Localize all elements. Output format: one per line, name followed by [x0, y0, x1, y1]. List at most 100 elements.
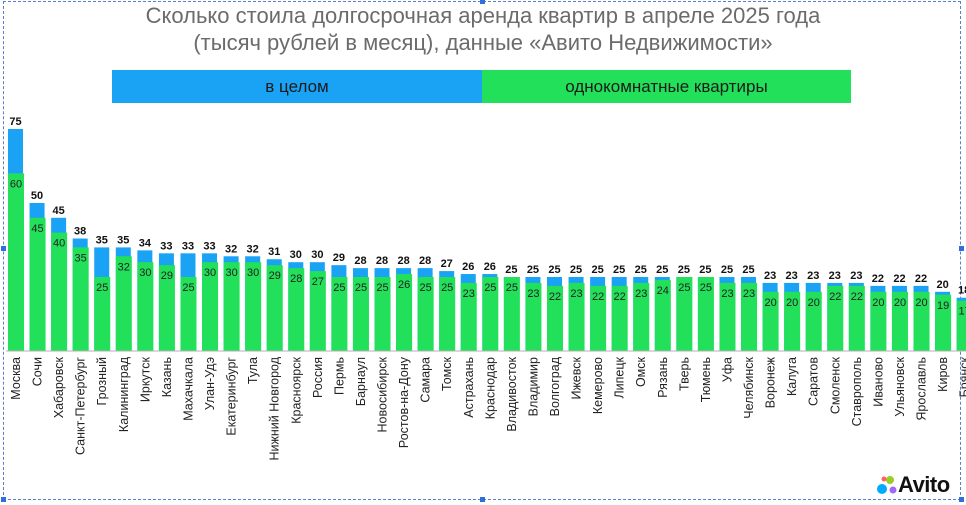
tick-label-иваново: Иваново — [871, 357, 885, 407]
value-label-one-room-калуга: 20 — [786, 297, 798, 309]
avito-dots-icon — [877, 476, 897, 494]
value-label-one-room-санкт-петербург: 35 — [75, 252, 87, 264]
tick-label-владивосток: Владивосток — [505, 356, 519, 431]
bar-one-room-пермь — [331, 277, 348, 351]
bar-one-room-рязань — [654, 279, 671, 351]
bar-one-room-махачкала — [180, 277, 197, 351]
tick-label-ставрополь: Ставрополь — [850, 357, 864, 426]
bar-one-room-сочи — [29, 217, 46, 351]
value-label-all-самара: 28 — [419, 255, 431, 267]
value-label-all-иваново: 22 — [872, 273, 884, 285]
value-label-all-владимир: 25 — [527, 264, 539, 276]
tick-label-калуга: Калуга — [785, 357, 799, 396]
tick-label-кемерово: Кемерово — [591, 357, 605, 414]
value-label-all-хабаровск: 45 — [52, 205, 64, 217]
value-label-all-ставрополь: 23 — [850, 270, 862, 282]
value-label-one-room-ставрополь: 22 — [851, 291, 863, 303]
legend-all-label: в целом — [265, 76, 329, 96]
resize-handle-top[interactable] — [480, 0, 485, 4]
value-label-one-room-красноярск: 28 — [290, 273, 302, 285]
resize-handle-bottom-right[interactable] — [959, 497, 964, 502]
avito-logo-text: Avito — [898, 472, 950, 497]
value-label-all-ижевск: 25 — [570, 264, 582, 276]
value-label-one-room-иркутск: 30 — [139, 267, 151, 279]
resize-handle-right[interactable] — [959, 246, 964, 251]
bar-one-room-екатеринбург — [223, 262, 240, 351]
value-label-all-саратов: 23 — [807, 270, 819, 282]
value-label-all-екатеринбург: 32 — [225, 243, 237, 255]
value-label-all-махачкала: 33 — [182, 240, 194, 252]
bar-one-room-брянск — [956, 300, 966, 351]
bar-one-room-ставрополь — [848, 285, 865, 351]
value-label-all-челябинск: 25 — [742, 264, 754, 276]
tick-label-владимир: Владимир — [526, 357, 540, 416]
value-label-all-санкт-петербург: 38 — [74, 226, 86, 238]
value-label-one-room-брянск: 17 — [959, 306, 966, 318]
value-label-one-room-иваново: 20 — [872, 297, 884, 309]
value-label-all-кемерово: 25 — [591, 264, 603, 276]
bar-one-room-новосибирск — [374, 277, 391, 351]
bar-one-room-улан-удэ — [202, 262, 219, 351]
tick-label-красноярск: Красноярск — [289, 356, 303, 423]
resize-handle-bottom-left[interactable] — [1, 497, 6, 502]
bar-one-room-волгоград — [547, 285, 563, 351]
value-label-all-тюмень: 25 — [699, 264, 711, 276]
value-label-all-липецк: 25 — [613, 264, 625, 276]
bar-one-room-калуга — [784, 291, 801, 351]
bar-one-room-санкт-петербург — [72, 247, 89, 351]
value-label-all-иркутск: 34 — [139, 237, 152, 249]
tick-label-улан-удэ: Улан-Удэ — [203, 357, 217, 410]
value-label-all-воронеж: 23 — [764, 270, 776, 282]
bar-one-room-ульяновск — [891, 291, 908, 351]
value-label-one-room-россия: 27 — [312, 276, 324, 288]
value-label-one-room-нижний-новгород: 29 — [269, 270, 281, 282]
tick-label-астрахань: Астрахань — [462, 357, 476, 418]
tick-label-саратов: Саратов — [807, 357, 821, 406]
resize-handle-left[interactable] — [1, 246, 6, 251]
bar-one-room-уфа — [719, 282, 736, 351]
bar-one-room-киров — [935, 294, 952, 351]
value-label-all-омск: 25 — [635, 264, 647, 276]
bar-one-room-самара — [417, 277, 434, 351]
tick-label-челябинск: Челябинск — [742, 356, 756, 418]
value-label-one-room-тюмень: 25 — [700, 282, 712, 294]
value-label-all-волгоград: 25 — [548, 264, 560, 276]
resize-handle-bottom[interactable] — [480, 497, 485, 502]
value-label-all-сочи: 50 — [31, 190, 43, 202]
tick-label-барнаул: Барнаул — [354, 357, 368, 406]
bar-one-room-ростов-на-дону — [396, 274, 413, 351]
value-label-all-тула: 32 — [247, 243, 259, 255]
bar-one-room-ижевск — [568, 282, 585, 351]
value-label-all-красноярск: 30 — [290, 249, 302, 261]
value-label-all-пермь: 29 — [333, 252, 345, 264]
tick-label-тверь: Тверь — [677, 357, 691, 391]
tick-label-омск: Омск — [634, 356, 648, 387]
value-label-one-room-сочи: 45 — [31, 223, 43, 235]
value-label-all-улан-удэ: 33 — [203, 240, 215, 252]
tick-label-москва: Москва — [9, 357, 23, 400]
tick-label-краснодар: Краснодар — [483, 357, 497, 419]
value-label-one-room-екатеринбург: 30 — [225, 267, 237, 279]
value-label-one-room-казань: 29 — [161, 270, 173, 282]
tick-label-иркутск: Иркутск — [138, 356, 152, 402]
bar-one-room-казань — [158, 265, 175, 351]
value-label-all-астрахань: 26 — [462, 261, 474, 273]
bar-one-room-иваново — [870, 291, 887, 351]
value-label-all-ульяновск: 22 — [893, 273, 905, 285]
value-label-one-room-уфа: 23 — [721, 288, 733, 300]
value-label-one-room-волгоград: 22 — [549, 291, 561, 303]
bar-one-room-нижний-новгород — [266, 265, 283, 351]
tick-label-волгоград: Волгоград — [548, 356, 562, 416]
tick-label-нижний-новгород: Нижний Новгород — [268, 356, 282, 460]
bar-one-room-тула — [245, 262, 262, 351]
value-label-one-room-махачкала: 25 — [182, 282, 194, 294]
bar-one-room-кемерово — [590, 285, 607, 351]
value-label-all-новосибирск: 28 — [376, 255, 388, 267]
tick-label-калининград: Калининград — [117, 356, 131, 432]
value-label-all-владивосток: 25 — [505, 264, 517, 276]
tick-label-хабаровск: Хабаровск — [52, 356, 66, 418]
bar-one-room-иркутск — [137, 262, 154, 351]
value-label-one-room-грозный: 25 — [96, 282, 108, 294]
value-label-all-москва: 75 — [9, 116, 21, 128]
